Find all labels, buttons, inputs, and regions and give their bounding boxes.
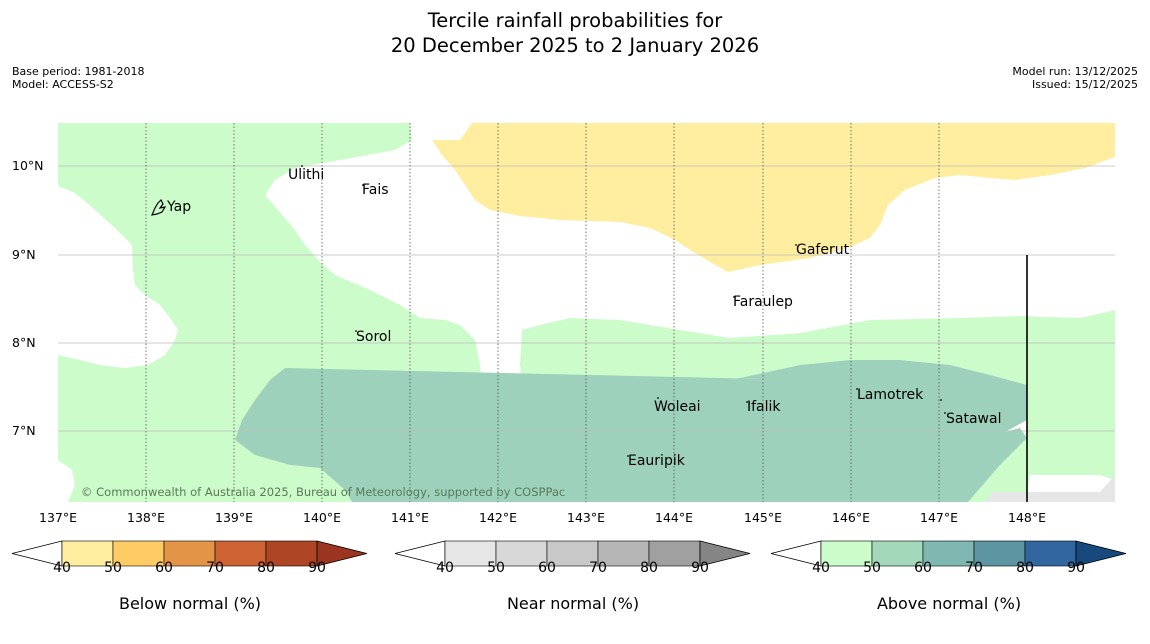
lon-label-146e: 146°E [831, 510, 871, 525]
copyright-notice: © Commonwealth of Australia 2025, Bureau… [81, 485, 566, 499]
meta-right: Model run: 13/12/2025 Issued: 15/12/2025 [1012, 65, 1138, 91]
lon-label-141e: 141°E [390, 510, 430, 525]
lon-label-137e: 137°E [38, 510, 78, 525]
place-satawal: Satawal [946, 411, 1002, 427]
legend-swatch [546, 540, 599, 567]
lon-label-142e: 142°E [478, 510, 518, 525]
legend-tick-label: 90 [1067, 560, 1085, 576]
lon-label-145e: 145°E [743, 510, 783, 525]
legend-tick-label: 50 [863, 560, 881, 576]
lon-label-143e: 143°E [566, 510, 606, 525]
legend-extend-high [316, 540, 368, 567]
legend-tick-label: 40 [812, 560, 830, 576]
model-run: Model run: 13/12/2025 [1012, 65, 1138, 78]
small-dot [940, 399, 942, 401]
place-eauripik: Eauripik [628, 453, 685, 469]
lon-label-138e: 138°E [126, 510, 166, 525]
legend-near-normal: Near normal (%) 40 50 60 70 80 90 [393, 538, 753, 618]
legend-title: Near normal (%) [506, 594, 640, 613]
legend-swatch [597, 540, 650, 567]
legend-tick-label: 60 [538, 560, 556, 576]
lon-label-140e: 140°E [302, 510, 342, 525]
lat-label-10n: 10°N [12, 158, 44, 173]
legend-swatch [265, 540, 318, 567]
lat-label-8n: 8°N [12, 335, 36, 350]
lon-label-144e: 144°E [654, 510, 694, 525]
place-ifalik: Ifalik [747, 399, 781, 415]
lat-label-7n: 7°N [12, 423, 36, 438]
base-period: Base period: 1981-2018 [12, 65, 145, 78]
legend-tick-label: 40 [53, 560, 71, 576]
title-line-2: 20 December 2025 to 2 January 2026 [390, 34, 760, 57]
region-below-50 [432, 123, 1115, 272]
legend-tick-label: 70 [965, 560, 983, 576]
legend-bar [770, 540, 1127, 567]
region-near-50 [985, 475, 1115, 502]
place-woleai: Woleai [654, 399, 701, 415]
chart-title: Tercile rainfall probabilities for 20 De… [0, 8, 1150, 58]
legend-tick-label: 90 [691, 560, 709, 576]
issued-date: Issued: 15/12/2025 [1031, 78, 1138, 91]
legend-bar [11, 540, 368, 567]
legend-tick-label: 90 [308, 560, 326, 576]
legend-tick-label: 60 [914, 560, 932, 576]
legend-tick-label: 70 [206, 560, 224, 576]
place-lamotrek: Lamotrek [857, 387, 924, 403]
legend-tick-label: 50 [487, 560, 505, 576]
island-markers [301, 165, 946, 457]
legend-swatch [163, 540, 216, 567]
place-ulithi: Ulithi [288, 167, 325, 183]
meta-left: Base period: 1981-2018 Model: ACCESS-S2 [12, 65, 144, 91]
legend-extend-high [1075, 540, 1127, 567]
legend-tick-label: 80 [1016, 560, 1034, 576]
legend-below-normal: Below normal (%) 40 50 60 70 80 90 [10, 538, 370, 618]
title-line-1: Tercile rainfall probabilities for [427, 9, 723, 32]
legend-title: Below normal (%) [118, 594, 262, 613]
yap-island [150, 198, 167, 216]
legend-tick-label: 80 [257, 560, 275, 576]
place-sorol: Sorol [356, 329, 392, 345]
place-yap: Yap [167, 199, 192, 215]
place-gaferut: Gaferut [796, 242, 850, 258]
lat-gridlines [58, 165, 1115, 432]
legend-swatch [820, 540, 873, 567]
legend-tick-label: 80 [640, 560, 658, 576]
legend-above-normal: Above normal (%) 40 50 60 70 80 90 [769, 538, 1129, 618]
legend-swatch [112, 540, 165, 567]
legend-extend-high [699, 540, 751, 567]
lat-label-9n: 9°N [12, 247, 36, 262]
legend-swatch [871, 540, 924, 567]
legend-bar [394, 540, 751, 567]
legend-swatch [61, 540, 114, 567]
legend-tick-label: 50 [104, 560, 122, 576]
place-faraulep: Faraulep [733, 294, 793, 310]
lon-label-148e: 148°E [1007, 510, 1047, 525]
region-above-50 [58, 123, 1115, 502]
lon-label-147e: 147°E [919, 510, 959, 525]
legend-tick-label: 40 [436, 560, 454, 576]
model-name: Model: ACCESS-S2 [12, 78, 114, 91]
legend-tick-label: 70 [589, 560, 607, 576]
lon-label-139e: 139°E [214, 510, 254, 525]
place-fais: Fais [362, 182, 389, 198]
legend-swatch [1024, 540, 1077, 567]
region-above-60 [235, 360, 1027, 502]
legend-title: Above normal (%) [876, 594, 1022, 613]
legend-tick-label: 60 [155, 560, 173, 576]
lon-gridlines [145, 123, 940, 502]
